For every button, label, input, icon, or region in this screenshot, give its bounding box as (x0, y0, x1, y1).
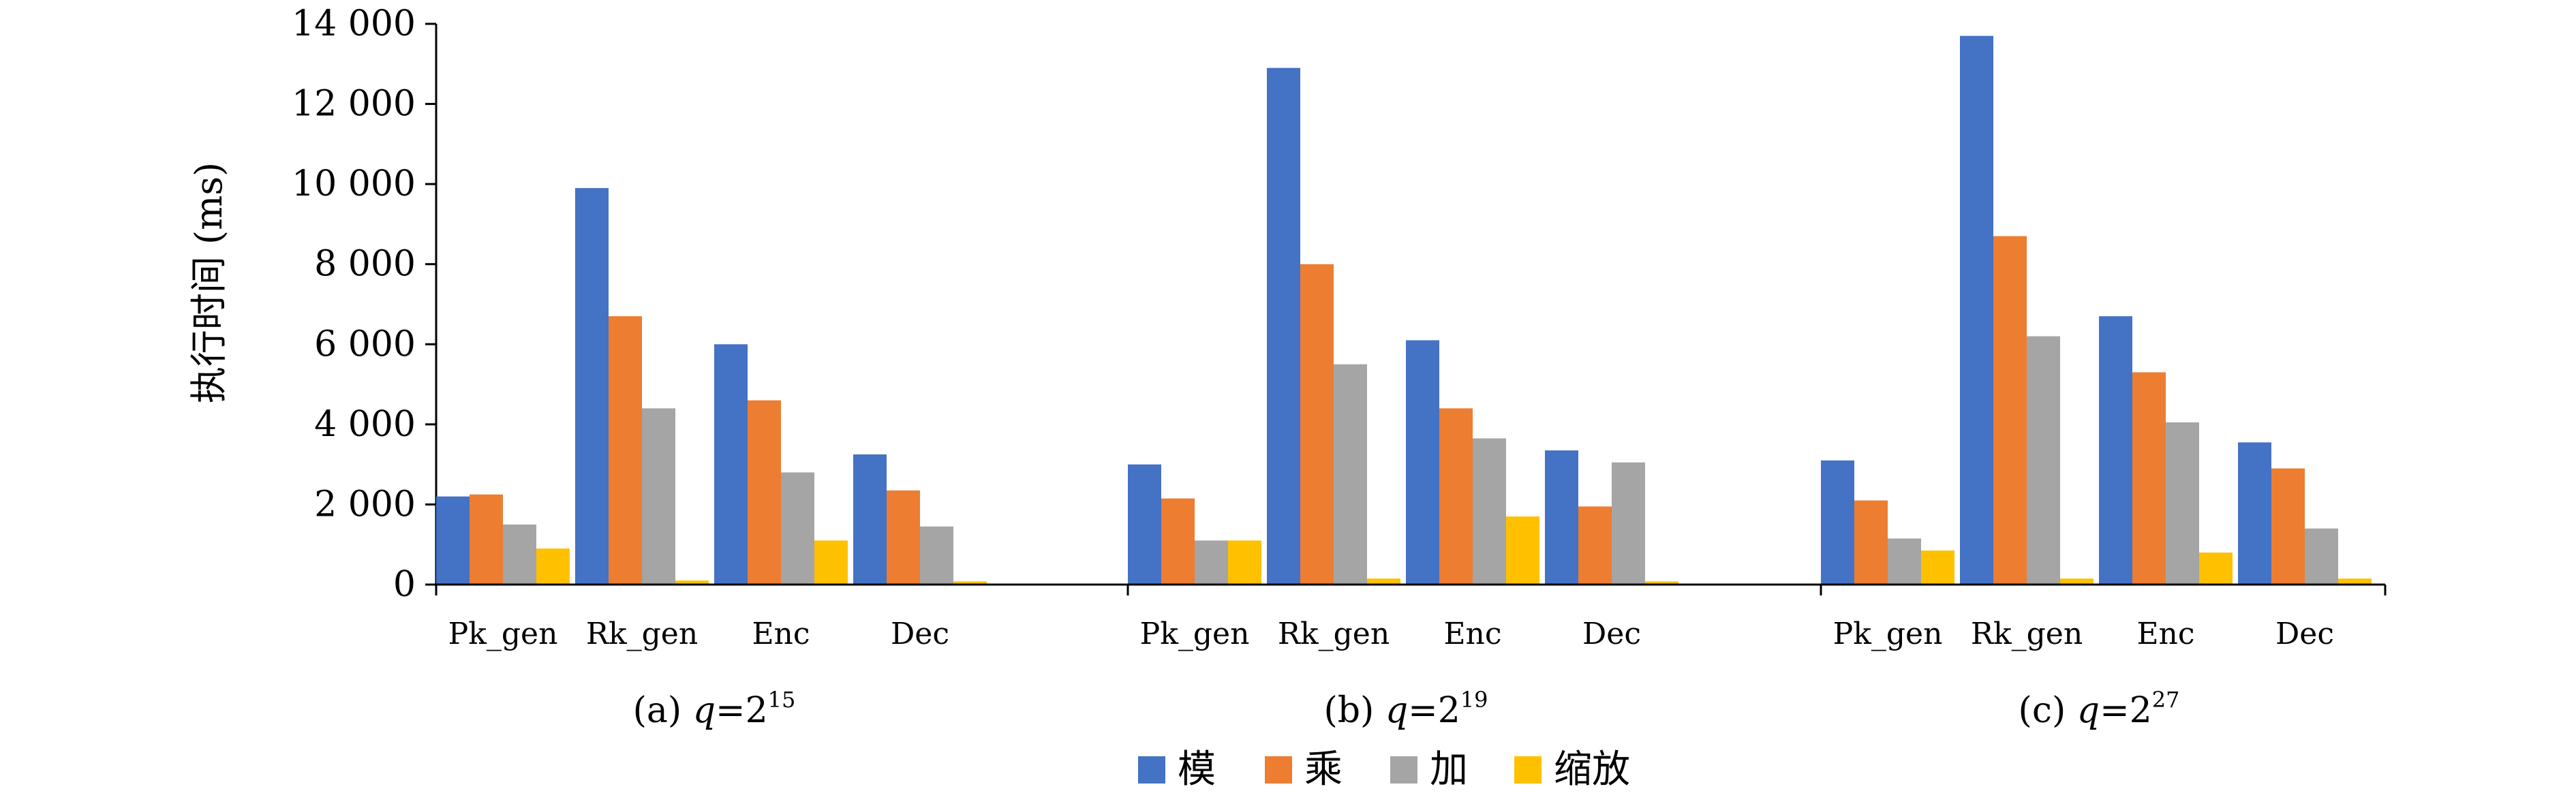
bar-2-rk-gen-4 (1367, 578, 1400, 585)
bar-3-enc-3 (2166, 422, 2199, 585)
bar-2-enc-1 (1406, 340, 1439, 585)
legend-swatch (1138, 756, 1165, 784)
category-label: Rk_gen (586, 617, 698, 651)
bar-1-pk-gen-3 (503, 524, 536, 585)
group-captions: (a) q=215 (b) q=219 (c) q=227 (633, 687, 2180, 731)
y-tick-label: 8 000 (314, 244, 416, 285)
legend-swatch (1514, 756, 1542, 784)
bar-3-dec-2 (2271, 468, 2305, 585)
category-label: Dec (2275, 617, 2334, 651)
y-tick-label: 14 000 (292, 3, 416, 44)
bar-3-rk-gen-2 (1993, 236, 2027, 585)
bar-1-rk-gen-1 (575, 188, 609, 585)
category-label: Enc (1443, 617, 1501, 651)
bar-3-rk-gen-3 (2027, 336, 2060, 585)
y-tick-label: 10 000 (292, 164, 416, 204)
bar-2-rk-gen-2 (1300, 264, 1334, 585)
bar-2-dec-3 (1612, 462, 1645, 585)
bar-3-rk-gen-1 (1960, 35, 1993, 585)
y-axis: 0 2 000 4 000 6 000 8 000 10 000 12 000 14 000 (292, 3, 438, 605)
group-caption: (c) q=227 (2019, 687, 2180, 731)
y-tick-label: 4 000 (314, 404, 416, 445)
bar-1-rk-gen-2 (609, 316, 642, 585)
bar-1-rk-gen-3 (642, 408, 675, 585)
bar-1-rk-gen-4 (675, 580, 709, 585)
bar-1-dec-2 (887, 490, 920, 585)
bar-3-enc-4 (2199, 552, 2233, 585)
y-tick-label: 12 000 (292, 84, 416, 125)
bar-3-pk-gen-1 (1821, 460, 1854, 585)
y-tick-label: 0 (393, 564, 416, 605)
category-label: Rk_gen (1278, 617, 1390, 651)
bar-3-enc-2 (2132, 372, 2166, 585)
bar-2-rk-gen-3 (1334, 364, 1367, 585)
bar-2-pk-gen-2 (1161, 498, 1195, 585)
bar-2-pk-gen-1 (1128, 464, 1161, 585)
group-caption: (b) q=219 (1323, 687, 1488, 731)
legend-label: 加 (1430, 747, 1468, 792)
bar-3-pk-gen-3 (1888, 538, 1921, 585)
bar-2-dec-2 (1578, 506, 1612, 585)
bar-2-pk-gen-4 (1228, 540, 1261, 585)
bar-3-dec-1 (2238, 442, 2271, 585)
category-label: Pk_gen (448, 617, 558, 651)
legend-label: 乘 (1304, 747, 1343, 792)
bar-2-rk-gen-1 (1267, 67, 1300, 585)
category-label: Pk_gen (1140, 617, 1250, 651)
bar-1-enc-2 (748, 400, 781, 585)
category-label: Dec (1582, 617, 1641, 651)
bar-3-pk-gen-2 (1854, 500, 1888, 585)
bar-1-pk-gen-4 (536, 548, 570, 585)
bar-1-enc-1 (714, 344, 748, 585)
category-label: Pk_gen (1833, 617, 1943, 651)
y-tick-label: 2 000 (314, 484, 416, 525)
category-label: Enc (2136, 617, 2194, 651)
bar-2-enc-3 (1473, 438, 1506, 585)
legend-label: 模 (1178, 747, 1216, 792)
bar-1-pk-gen-1 (436, 496, 470, 585)
bar-1-enc-3 (781, 472, 814, 585)
bar-2-dec-1 (1545, 450, 1578, 585)
bar-2-enc-2 (1439, 408, 1473, 585)
bar-3-enc-1 (2099, 316, 2132, 585)
x-axis: Pk_gen Rk_gen Enc Dec Pk_gen Rk_gen Enc Dec Pk_g… (435, 583, 2387, 651)
bar-3-rk-gen-4 (2060, 578, 2094, 585)
bar-1-dec-1 (853, 454, 887, 585)
category-label: Enc (752, 617, 810, 651)
bar-2-dec-4 (1645, 581, 1678, 585)
bar-1-dec-3 (920, 526, 953, 585)
bar-1-dec-4 (953, 581, 987, 585)
category-label: Rk_gen (1971, 617, 2083, 651)
legend-swatch (1390, 756, 1417, 784)
y-tick-label: 6 000 (314, 324, 416, 365)
bar-2-enc-4 (1506, 516, 1539, 585)
bar-1-enc-4 (814, 540, 848, 585)
group-caption: (a) q=215 (633, 687, 796, 731)
legend-swatch (1265, 756, 1292, 784)
bars (436, 35, 2372, 585)
category-label: Dec (891, 617, 949, 651)
bar-2-pk-gen-3 (1195, 540, 1228, 585)
legend: 模 乘 加 缩放 (1138, 747, 1630, 792)
legend-label: 缩放 (1554, 747, 1630, 792)
y-axis-label: 执行时间 (ms) (187, 162, 230, 403)
bar-3-pk-gen-4 (1921, 551, 1954, 585)
bar-3-dec-3 (2305, 528, 2338, 585)
bar-3-dec-4 (2338, 578, 2372, 585)
bar-1-pk-gen-2 (470, 494, 503, 585)
